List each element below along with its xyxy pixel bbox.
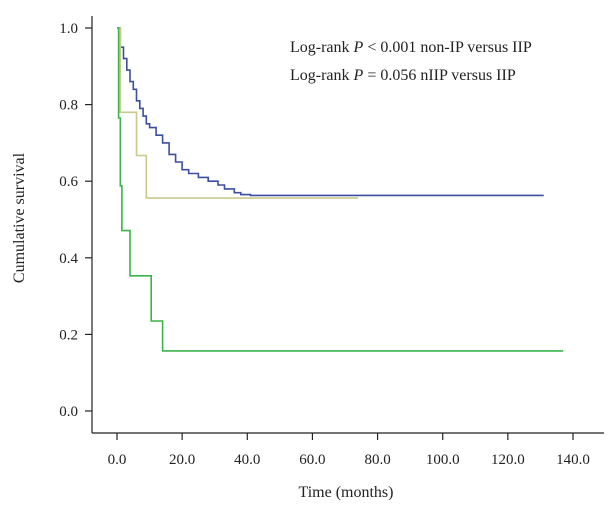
x-tick-label: 80.0 — [364, 452, 390, 468]
x-tick-label: 40.0 — [234, 452, 260, 468]
y-tick-label: 0.4 — [59, 251, 78, 267]
annotation-logrank-1: Log-rank P < 0.001 non-IP versus IIP — [290, 39, 532, 56]
survival-curve-1 — [117, 27, 544, 197]
y-tick-label: 0.0 — [59, 404, 78, 420]
x-tick-label: 100.0 — [426, 452, 460, 468]
survival-curve-3 — [117, 27, 564, 352]
y-tick-label: 0.2 — [59, 327, 78, 343]
axes — [85, 16, 604, 440]
x-axis-title: Time (months) — [299, 484, 394, 501]
x-tick-label: 60.0 — [299, 452, 325, 468]
y-tick-label: 0.6 — [59, 174, 78, 190]
tick-labels: 0.0 0.2 0.4 0.6 0.8 1.0 0.0 20.0 40.0 60.0 80.0 100… — [59, 21, 590, 468]
x-tick-label: 0.0 — [108, 452, 127, 468]
x-tick-label: 120.0 — [491, 452, 525, 468]
y-axis-title: Cumulative survival — [11, 152, 28, 283]
y-tick-label: 0.8 — [59, 98, 78, 114]
series-layer — [117, 27, 564, 352]
survival-curve-2 — [117, 27, 358, 199]
x-tick-label: 140.0 — [556, 452, 590, 468]
annotation-logrank-2: Log-rank P = 0.056 nIIP versus IIP — [290, 67, 516, 84]
y-tick-label: 1.0 — [59, 21, 78, 37]
x-tick-label: 20.0 — [169, 452, 195, 468]
